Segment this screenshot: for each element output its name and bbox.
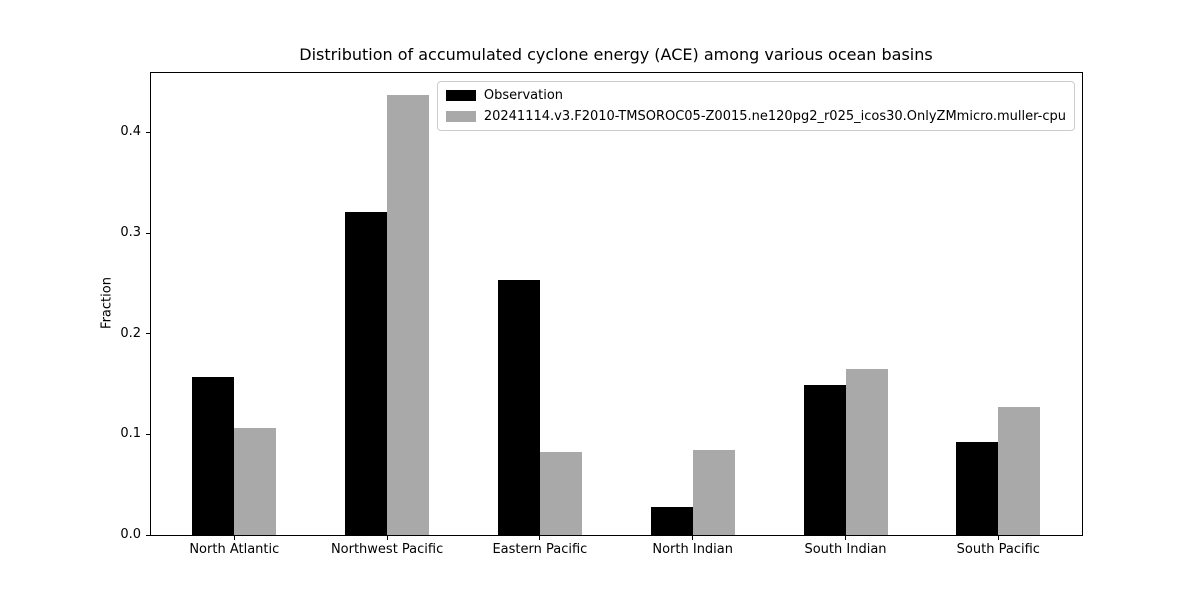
y-axis-label: Fraction bbox=[99, 277, 115, 329]
bar-model-north-indian bbox=[692, 450, 735, 535]
bar-observation-north-atlantic bbox=[192, 376, 235, 535]
y-tick-label: 0.3 bbox=[120, 225, 141, 241]
legend-label-observation: Observation bbox=[483, 88, 564, 103]
bar-model-eastern-pacific bbox=[539, 452, 582, 535]
y-tick-mark bbox=[146, 131, 151, 133]
x-tick-mark bbox=[845, 535, 846, 540]
x-tick-mark bbox=[692, 535, 694, 540]
chart-title: Distribution of accumulated cyclone ener… bbox=[299, 45, 933, 64]
y-tick-mark bbox=[146, 333, 151, 335]
bar-observation-north-indian bbox=[650, 506, 693, 535]
x-tick-label: South Indian bbox=[804, 542, 887, 557]
y-tick-label: 0.2 bbox=[120, 325, 141, 341]
y-tick-label: 0.4 bbox=[120, 124, 141, 140]
bar-model-south-pacific bbox=[998, 407, 1041, 535]
y-tick-mark bbox=[146, 433, 151, 435]
bar-observation-eastern-pacific bbox=[497, 280, 540, 535]
legend-item-observation: Observation bbox=[445, 87, 1066, 104]
bar-model-northwest-pacific bbox=[387, 95, 430, 535]
x-tick-mark bbox=[233, 535, 235, 540]
x-tick-label: Northwest Pacific bbox=[330, 542, 444, 557]
x-tick-label: Eastern Pacific bbox=[492, 542, 588, 557]
x-tick-label: North Indian bbox=[652, 542, 734, 557]
bar-model-north-atlantic bbox=[234, 428, 277, 535]
y-tick-mark bbox=[146, 534, 151, 536]
bar-observation-south-pacific bbox=[956, 442, 999, 535]
y-tick-label: 0.0 bbox=[120, 527, 141, 542]
plot-area: Observation 20241114.v3.F2010-TMSOROC05-… bbox=[120, 72, 1083, 557]
x-tick-mark bbox=[386, 535, 388, 540]
legend-swatch-model-icon bbox=[445, 111, 476, 122]
legend: Observation 20241114.v3.F2010-TMSOROC05-… bbox=[436, 81, 1075, 131]
bar-observation-south-indian bbox=[803, 385, 846, 535]
x-tick-mark bbox=[539, 535, 541, 540]
bar-model-south-indian bbox=[845, 368, 888, 535]
legend-label-model: 20241114.v3.F2010-TMSOROC05-Z0015.ne120p… bbox=[483, 109, 1066, 124]
legend-swatch-observation-icon bbox=[445, 90, 476, 101]
bar-observation-northwest-pacific bbox=[345, 211, 388, 535]
y-tick-mark bbox=[146, 232, 151, 234]
x-tick-label: South Pacific bbox=[956, 542, 1040, 557]
legend-item-model: 20241114.v3.F2010-TMSOROC05-Z0015.ne120p… bbox=[445, 108, 1066, 125]
y-tick-label: 0.1 bbox=[120, 426, 141, 442]
x-tick-label: North Atlantic bbox=[189, 542, 280, 557]
x-tick-mark bbox=[997, 535, 999, 540]
